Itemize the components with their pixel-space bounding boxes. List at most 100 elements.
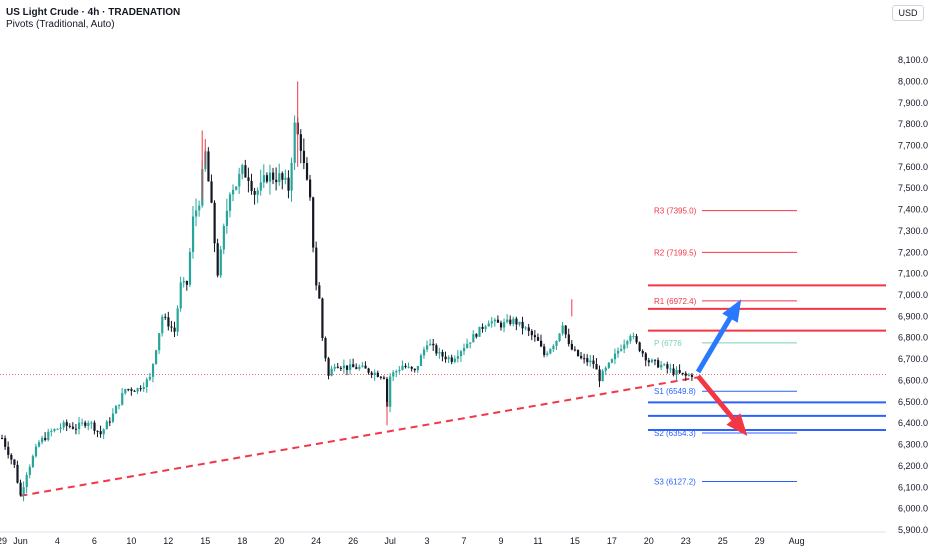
x-tick-label: 10 <box>126 536 136 546</box>
candle-body <box>398 369 401 372</box>
candle-body <box>247 177 250 181</box>
candle-body <box>259 182 262 191</box>
candle-body <box>604 367 607 371</box>
candle-body <box>546 353 549 356</box>
candle-body <box>182 280 185 283</box>
candle-body <box>650 359 654 363</box>
candle-body <box>232 189 235 195</box>
candle-body <box>413 368 416 371</box>
candle-body <box>389 376 392 407</box>
candle-body <box>216 243 219 276</box>
candle-body <box>540 340 543 347</box>
currency-button[interactable]: USD <box>892 5 924 21</box>
x-tick-label: 3 <box>425 536 430 546</box>
candle-body <box>527 327 530 332</box>
candle-body <box>321 298 324 338</box>
candle-body <box>31 456 34 467</box>
candle-body <box>275 179 278 183</box>
candle-body <box>681 372 684 374</box>
y-tick-label: 7,500.0 <box>898 183 928 193</box>
candle-body <box>284 177 287 180</box>
candle-body <box>549 349 552 354</box>
candle-body <box>441 352 444 357</box>
candle-body <box>130 389 133 391</box>
candle-body <box>164 316 167 318</box>
candle-body <box>370 372 373 375</box>
candle-body <box>358 366 361 369</box>
candle-body <box>530 331 533 336</box>
pivot-lines-layer: R3 (7395.0) R2 (7199.5) R1 (6972.4) P (6776… <box>654 207 797 486</box>
candle-body <box>450 357 453 362</box>
candle-body <box>672 368 675 375</box>
price-axis-bg[interactable] <box>886 0 932 550</box>
x-tick-label: 12 <box>163 536 173 546</box>
candle-body <box>170 326 173 328</box>
candle-body <box>459 351 463 357</box>
candle-body <box>432 343 435 346</box>
candle-body <box>145 379 148 388</box>
forecast-arrow-down[interactable] <box>696 374 748 436</box>
candle-body <box>518 321 521 325</box>
candle-body <box>638 342 641 351</box>
x-tick-label: 15 <box>570 536 580 546</box>
candle-body <box>293 122 296 163</box>
y-tick-label: 6,800.0 <box>898 333 928 343</box>
candle-body <box>151 363 155 377</box>
y-tick-label: 5,900.0 <box>898 525 928 535</box>
candle-body <box>84 422 87 426</box>
candle-body <box>253 190 256 195</box>
time-axis: 29 Jun 4 6 10 12 15 18 20 24 26 Jul 3 7 9 11 15 17 20 23 25 2… <box>0 531 886 546</box>
candle-body <box>663 364 666 366</box>
candle-body <box>198 205 201 211</box>
candle-body <box>1 438 4 440</box>
candle-body <box>333 366 336 369</box>
candle-body <box>447 357 450 360</box>
candle-body <box>386 378 389 407</box>
candle-body <box>7 446 10 455</box>
candle-body <box>256 190 259 195</box>
candle-body <box>173 327 176 332</box>
candle-body <box>155 350 158 364</box>
candle-body <box>167 317 170 327</box>
candle-body <box>118 404 121 406</box>
forecast-arrow-up[interactable] <box>695 299 742 374</box>
x-tick-label: 18 <box>237 536 247 546</box>
candle-body <box>684 373 687 376</box>
candle-body <box>444 356 447 360</box>
y-tick-label: 7,400.0 <box>898 205 928 215</box>
y-tick-label: 7,700.0 <box>898 140 928 150</box>
candle-body <box>50 431 53 433</box>
x-tick-label: 23 <box>681 536 691 546</box>
candle-body <box>629 336 632 342</box>
candle-body <box>4 438 7 447</box>
y-tick-label: 7,900.0 <box>898 98 928 108</box>
indicator-label[interactable]: Pivots (Traditional, Auto) <box>6 19 115 30</box>
y-tick-label: 6,200.0 <box>898 461 928 471</box>
candle-body <box>512 318 515 324</box>
candle-body <box>472 334 475 343</box>
x-tick-label: 7 <box>461 536 466 546</box>
candle-body <box>503 322 506 328</box>
candle-body <box>222 225 225 250</box>
candle-body <box>121 393 124 405</box>
candle-body <box>272 172 275 180</box>
support-trendline[interactable] <box>20 375 705 497</box>
candle-body <box>635 336 638 343</box>
candle-body <box>487 323 490 327</box>
candle-body <box>373 372 376 375</box>
candle-body <box>419 355 423 366</box>
candle-body <box>185 280 188 285</box>
pivot-label: S1 (6549.8) <box>654 387 696 396</box>
y-tick-label: 7,200.0 <box>898 247 928 257</box>
y-tick-label: 7,000.0 <box>898 290 928 300</box>
candle-body <box>552 345 555 350</box>
candle-body <box>44 437 47 440</box>
x-tick-label: 29 <box>0 536 7 546</box>
candle-body <box>379 376 383 378</box>
candle-body <box>176 308 179 332</box>
candle-body <box>561 325 564 334</box>
candle-body <box>238 173 241 187</box>
candle-body <box>74 428 78 430</box>
pivot-label: R2 (7199.5) <box>654 248 697 257</box>
